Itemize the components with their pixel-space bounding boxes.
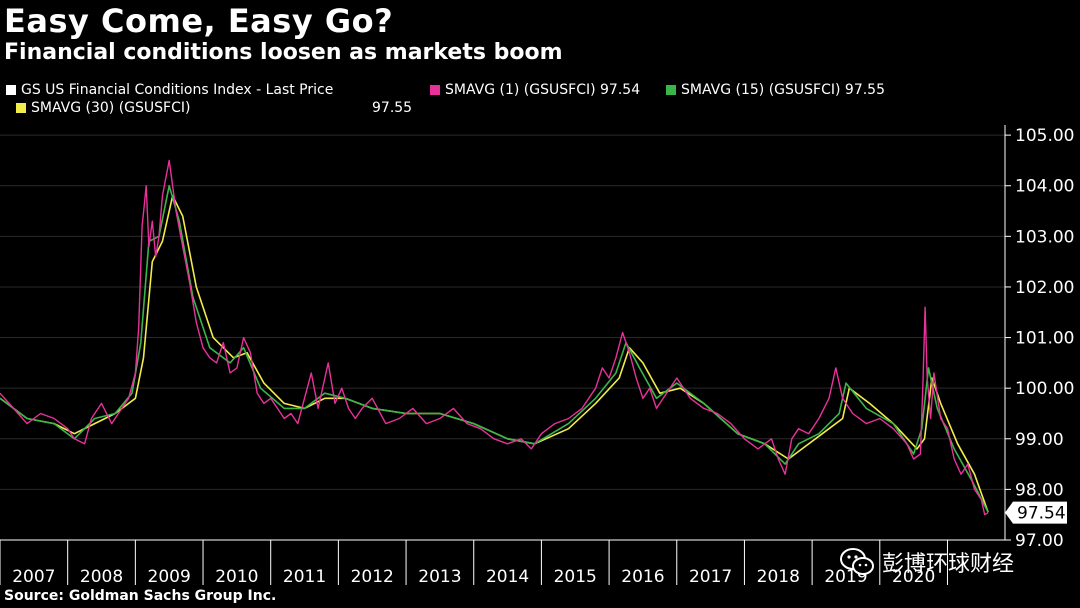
source-note: Source: Goldman Sachs Group Inc. (4, 588, 277, 604)
y-tick-label: 98.00 (1015, 480, 1064, 500)
x-tick-label: 2015 (554, 567, 597, 587)
legend-value: 97.55 (844, 82, 886, 98)
legend-item-last-price: GS US Financial Conditions Index - Last … (6, 82, 333, 98)
x-tick-labels: 2007 2008 2009 2010 2011 2012 2013 2014 2015 2016… (12, 567, 935, 587)
watermark: 彭博环球财经 (840, 546, 1014, 578)
y-tick-labels: 97.00 98.00 99.00 100.00 101.00 102.00 103.00 1… (1015, 126, 1074, 551)
x-tick-label: 2020 (892, 567, 935, 587)
grid-lines (0, 134, 1005, 541)
legend-swatch-yellow (16, 103, 26, 113)
last-value-label: 97.54 (1017, 504, 1066, 524)
watermark-text: 彭博环球财经 (882, 552, 1015, 577)
wechat-icon (840, 548, 874, 575)
legend-label: SMAVG (1) (GSUSFCI) (445, 82, 596, 98)
y-tick-label: 103.00 (1015, 227, 1074, 247)
legend-swatch-magenta (430, 85, 440, 95)
axes (0, 125, 1011, 585)
x-tick-label: 2007 (12, 567, 55, 587)
y-tick-label: 102.00 (1015, 278, 1074, 298)
legend-label: SMAVG (30) (GSUSFCI) (31, 100, 191, 116)
chart-subtitle: Financial conditions loosen as markets b… (4, 40, 563, 65)
legend-value: 97.54 (600, 82, 641, 98)
series-line-smavg15 (0, 184, 989, 513)
x-tick-label: 2016 (621, 567, 664, 587)
series-lines (0, 159, 989, 516)
x-tick-label: 2012 (351, 567, 394, 587)
y-tick-label: 99.00 (1015, 430, 1064, 450)
series-line-smavg1 (0, 159, 989, 516)
y-tick-label: 100.00 (1015, 379, 1074, 399)
chart-title: Easy Come, Easy Go? (4, 2, 394, 40)
legend-swatch-white (6, 85, 16, 95)
legend-item-smavg15: SMAVG (15) (GSUSFCI) 97.55 (666, 82, 885, 98)
legend-label: GS US Financial Conditions Index - Last … (21, 82, 334, 98)
x-tick-label: 2008 (80, 567, 123, 587)
x-tick-label: 2017 (689, 567, 732, 587)
y-tick-label: 105.00 (1015, 126, 1074, 146)
last-value-box (1005, 501, 1067, 524)
y-tick-label: 104.00 (1015, 177, 1074, 197)
y-tick-label: 101.00 (1015, 329, 1074, 349)
x-tick-label: 2011 (283, 567, 326, 587)
last-value-label-group: 97.54 (1005, 501, 1067, 524)
x-tick-label: 2014 (486, 567, 529, 587)
x-tick-label: 2013 (418, 567, 461, 587)
legend-item-smavg1: SMAVG (1) (GSUSFCI) 97.54 (430, 82, 640, 98)
x-tick-label: 2009 (148, 567, 191, 587)
legend-item-smavg30: SMAVG (30) (GSUSFCI) (16, 100, 190, 116)
y-tick-label: 97.00 (1015, 531, 1064, 551)
x-tick-label: 2018 (757, 567, 800, 587)
legend-value: 97.55 (372, 100, 413, 116)
legend-swatch-green (666, 85, 676, 95)
legend-label: SMAVG (15) (GSUSFCI) (681, 82, 841, 98)
x-tick-label: 2010 (215, 567, 258, 587)
